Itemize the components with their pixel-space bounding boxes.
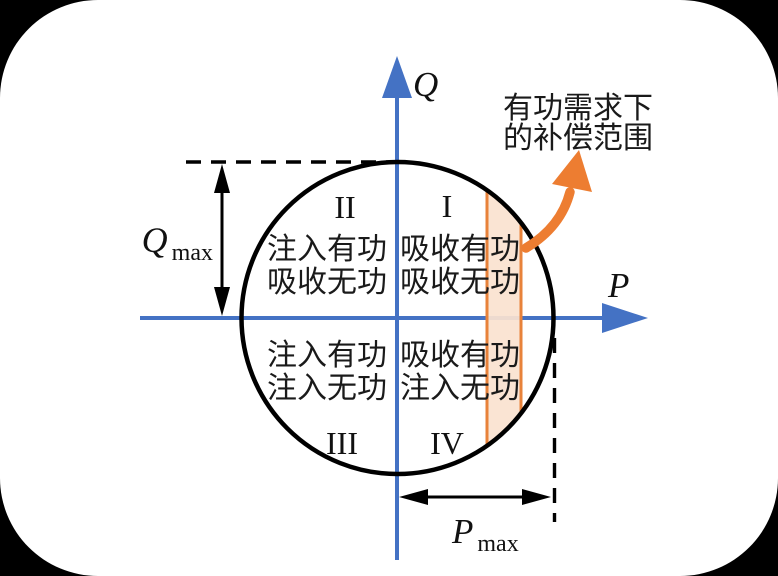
pmax-label: P max: [451, 512, 519, 557]
quadrant-4-line1: 吸收有功: [400, 339, 520, 372]
quadrant-1-numeral: I: [442, 188, 453, 224]
pmax-subscript: max: [477, 531, 518, 557]
quadrant-3-line1: 注入有功: [267, 339, 387, 372]
pmax-symbol: P: [451, 512, 473, 551]
callout-arrow: [521, 150, 592, 253]
qmax-arrow-down-icon: [214, 287, 230, 316]
pmax-arrow-left-icon: [399, 489, 428, 505]
callout-arrow-tail: [521, 187, 575, 253]
qmax-label: Q max: [142, 220, 213, 266]
quadrant-4-numeral: IV: [430, 425, 464, 461]
quadrant-3-numeral: III: [326, 425, 358, 461]
quadrant-2-numeral: II: [334, 189, 355, 225]
q-axis-label: Q: [413, 65, 438, 104]
p-axis: [140, 303, 648, 333]
q-axis: [382, 56, 412, 560]
p-axis-arrowhead-icon: [602, 303, 648, 333]
pmax-arrow-right-icon: [522, 489, 551, 505]
callout-arrowhead-icon: [552, 150, 592, 192]
quadrant-3-line2: 注入无功: [267, 372, 387, 405]
qmax-arrow-up-icon: [214, 164, 230, 193]
q-axis-arrowhead-icon: [382, 56, 412, 98]
qmax-symbol: Q: [142, 220, 168, 260]
quadrant-2-line1: 注入有功: [267, 233, 387, 266]
annotation-line2: 的补偿范围: [503, 122, 653, 155]
p-axis-label: P: [607, 266, 629, 305]
quadrant-4-line2: 注入无功: [400, 372, 520, 405]
quadrant-1-line1: 吸收有功: [400, 233, 520, 266]
annotation-line1: 有功需求下: [503, 92, 653, 125]
qmax-subscript: max: [172, 240, 213, 266]
quadrant-2-line2: 吸收无功: [267, 266, 387, 299]
qmax-dimension-arrow: [214, 164, 230, 316]
quadrant-1-line2: 吸收无功: [400, 266, 520, 299]
compensation-strip: [487, 191, 521, 445]
capability-circle: [239, 159, 556, 477]
pmax-dimension-arrow: [399, 489, 551, 505]
